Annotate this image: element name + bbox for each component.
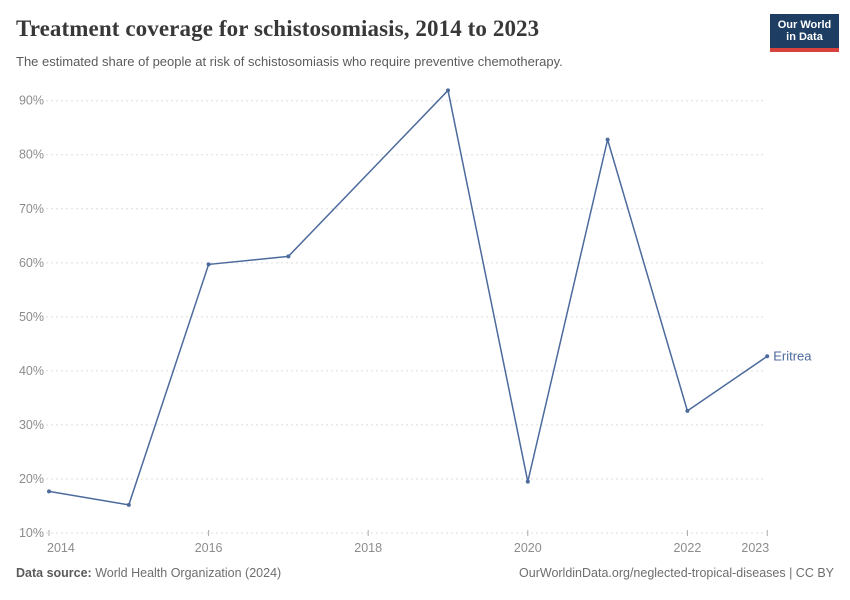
y-axis-tick-label: 30% xyxy=(19,418,44,432)
data-point-marker xyxy=(765,354,770,359)
data-source-line: Data source: World Health Organization (… xyxy=(16,566,281,580)
data-point-marker xyxy=(605,137,610,142)
data-point-marker xyxy=(206,262,211,267)
data-source-label: Data source: xyxy=(16,566,92,580)
x-axis-tick-label: 2016 xyxy=(195,541,223,555)
data-source-value: World Health Organization (2024) xyxy=(91,566,282,580)
data-point-marker xyxy=(446,88,450,93)
y-axis-tick-label: 50% xyxy=(19,310,44,324)
x-axis-tick-label: 2014 xyxy=(47,541,75,555)
data-point-marker xyxy=(126,502,131,507)
owid-url-license[interactable]: OurWorldinData.org/neglected-tropical-di… xyxy=(519,566,834,580)
data-point-marker xyxy=(286,254,291,259)
series-end-label[interactable]: Eritrea xyxy=(773,348,812,363)
series-line xyxy=(48,89,768,506)
x-axis-tick-label: 2020 xyxy=(514,541,542,555)
y-axis-tick-label: 60% xyxy=(19,256,44,270)
x-axis-tick-label: 2022 xyxy=(673,541,701,555)
y-axis-tick-label: 10% xyxy=(19,526,44,540)
owid-logo-line2: in Data xyxy=(786,31,823,43)
owid-logo-line1: Our World xyxy=(777,19,832,31)
chart-title: Treatment coverage for schistosomiasis, … xyxy=(16,16,540,41)
y-axis-tick-label: 40% xyxy=(19,364,44,378)
x-axis-tick-label: 2018 xyxy=(354,541,382,555)
y-axis-tick-label: 80% xyxy=(19,148,44,162)
x-axis-tick-label: 2023 xyxy=(741,541,769,555)
data-point-marker xyxy=(685,408,690,413)
chart-subtitle: The estimated share of people at risk of… xyxy=(16,54,563,69)
y-axis-tick-label: 20% xyxy=(19,472,44,486)
chart-footer: Data source: World Health Organization (… xyxy=(16,566,834,580)
y-axis-tick-label: 90% xyxy=(19,94,44,108)
owid-logo[interactable]: Our World in Data xyxy=(770,14,839,52)
data-point-marker xyxy=(47,489,51,494)
y-axis-tick-label: 70% xyxy=(19,202,44,216)
data-point-marker xyxy=(525,479,530,484)
